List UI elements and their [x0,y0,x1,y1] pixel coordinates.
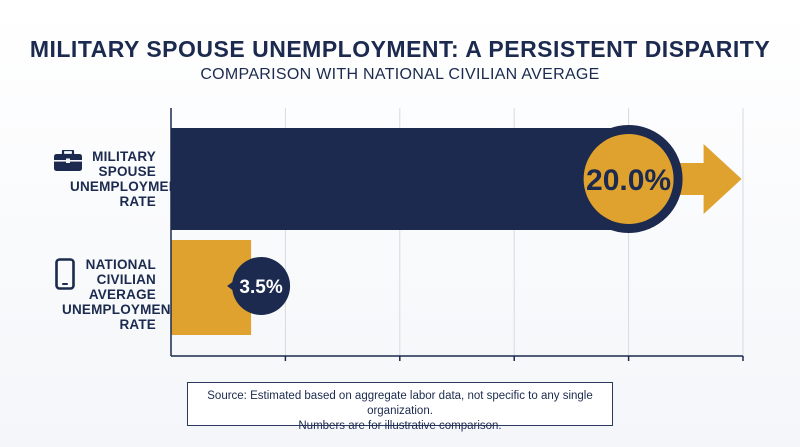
growth-arrow [638,144,742,214]
source-line-1: Source: Estimated based on aggregate lab… [207,390,593,417]
category-label-military: MILITARY SPOUSE UNEMPLOYMENT RATE [70,149,187,209]
value-badge-small [232,257,291,315]
source-note: Source: Estimated based on aggregate lab… [187,382,613,432]
source-line-2: Numbers are for illustrative comparison. [298,420,502,432]
briefcase-icon [53,148,83,172]
data-label-military: 20.0% [586,164,671,197]
chart-subtitle: COMPARISON WITH NATIONAL CIVILIAN AVERAG… [200,66,600,83]
chart-title: MILITARY SPOUSE UNEMPLOYMENT: A PERSISTE… [29,36,771,62]
category-label-civilian: NATIONAL CIVILIAN AVERAGE UNEMPLOYMENT R… [62,257,179,332]
category-label-text: MILITARY SPOUSE UNEMPLOYMENT RATE [70,149,188,209]
value-badge [583,134,674,224]
data-label-civilian: 3.5% [239,277,282,298]
category-label-text: NATIONAL CIVILIAN AVERAGE UNEMPLOYMENT R… [62,257,180,332]
smartphone-icon [55,258,75,290]
bar-military-spouse [171,128,629,230]
